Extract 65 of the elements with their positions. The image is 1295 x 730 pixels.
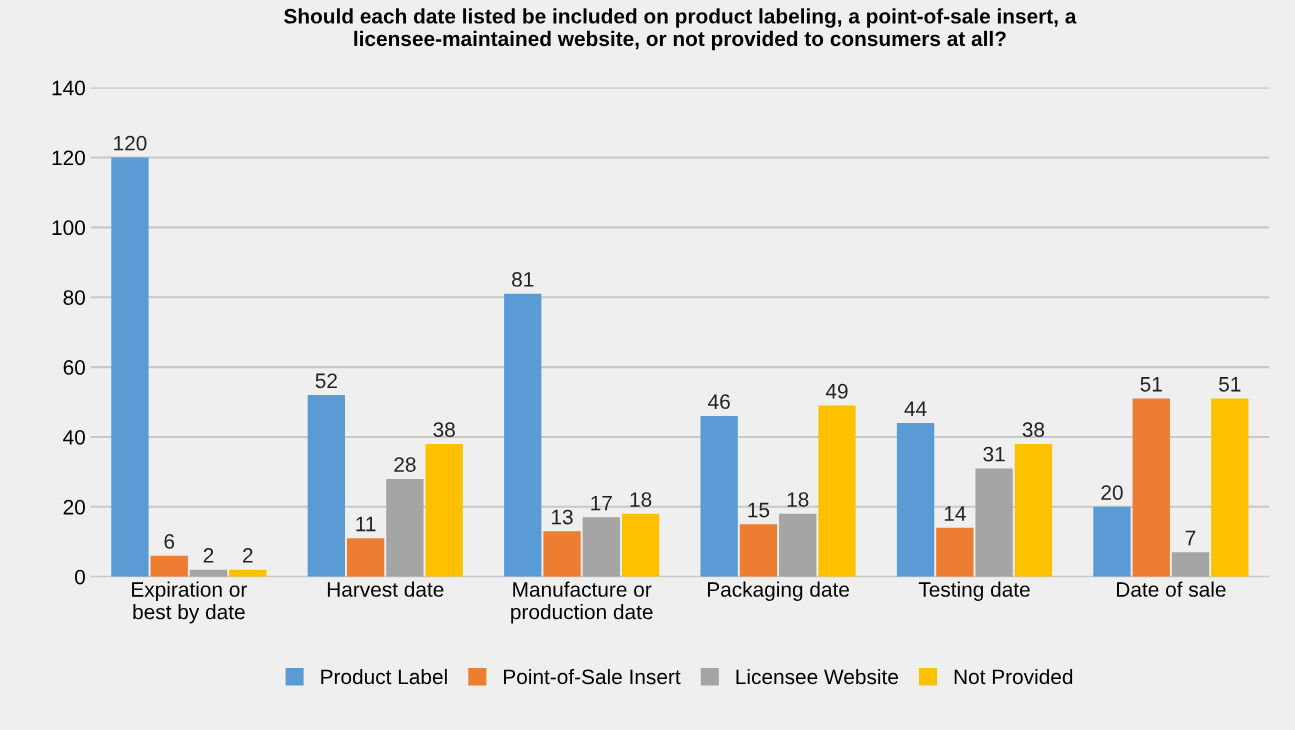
data-label: 2 [243, 548, 253, 563]
bar [386, 478, 424, 577]
y-tick-label: 40 [63, 429, 85, 445]
data-label: 13 [552, 509, 573, 525]
x-tick-label: Expiration or best by date [132, 581, 247, 624]
legend-label: Point-of-Sale Insert [504, 668, 681, 685]
bar [307, 395, 345, 577]
data-label: 44 [904, 401, 927, 416]
data-label: 38 [433, 422, 455, 438]
x-tick-label: Testing date [918, 581, 1030, 601]
chart-title: Should each date listed be included on product labeling, a point-of-sale insert, a licensee-maintained website, or not provided to consumers at all? [284, 8, 1077, 51]
y-tick-label: 100 [52, 220, 85, 236]
y-tick-label: 80 [63, 290, 85, 305]
bar [111, 157, 149, 577]
bar [150, 555, 188, 577]
bar [543, 531, 581, 577]
y-tick-label: 120 [52, 150, 85, 166]
data-label: 18 [787, 492, 809, 507]
y-tick-label: 140 [52, 80, 85, 96]
bar [1171, 552, 1210, 577]
y-tick-label: 60 [63, 360, 85, 375]
data-label: 31 [983, 446, 1005, 462]
bar [621, 513, 660, 577]
bar [1132, 398, 1170, 577]
data-label: 7 [1185, 530, 1196, 546]
data-label: 120 [114, 135, 147, 151]
legend-label: Licensee Website [736, 668, 898, 685]
data-label: 28 [394, 457, 416, 472]
y-tick-label: 20 [63, 499, 85, 515]
x-tick-label: Date of sale [1117, 581, 1226, 597]
bar [779, 513, 817, 577]
bar [346, 538, 385, 577]
data-label: 15 [748, 502, 770, 518]
bar [975, 468, 1013, 577]
data-label: 38 [1022, 422, 1045, 438]
x-tick-label: Manufacture or production date [511, 581, 653, 624]
bar [1211, 398, 1249, 577]
data-label: 2 [203, 548, 214, 563]
data-label: 6 [164, 534, 175, 549]
data-label: 18 [630, 492, 652, 507]
data-label: 20 [1101, 485, 1123, 500]
bar [504, 293, 542, 577]
bar [896, 422, 935, 577]
data-label: 46 [708, 394, 730, 410]
bar [739, 524, 778, 577]
x-tick-label: Harvest date [327, 581, 444, 597]
legend-label: Not Provided [954, 668, 1073, 685]
data-label: 17 [591, 495, 612, 511]
data-label: 14 [944, 506, 966, 521]
data-label: 81 [512, 272, 534, 287]
bar [700, 416, 738, 577]
data-label: 11 [356, 516, 376, 532]
data-label: 49 [825, 383, 848, 399]
bar [1014, 443, 1053, 577]
legend-label: Product Label [321, 668, 447, 685]
data-label: 51 [1219, 377, 1241, 392]
bar [936, 527, 974, 577]
bar [818, 405, 856, 577]
data-label: 51 [1140, 377, 1162, 392]
x-tick-label: Packaging date [707, 581, 849, 601]
bar [582, 517, 620, 577]
data-label: 52 [315, 373, 337, 389]
bar [1093, 506, 1131, 577]
y-tick-label: 0 [75, 569, 85, 585]
bar [425, 443, 463, 577]
